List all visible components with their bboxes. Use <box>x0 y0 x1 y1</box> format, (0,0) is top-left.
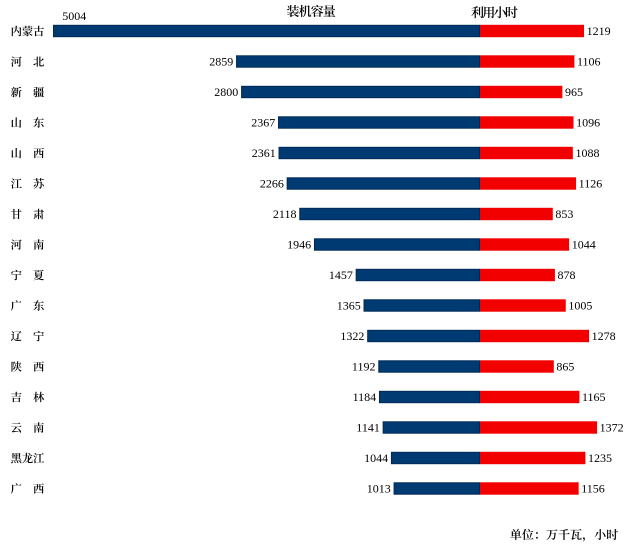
svg-text:2367: 2367 <box>251 115 275 129</box>
svg-text:1141: 1141 <box>356 420 380 434</box>
svg-text:1322: 1322 <box>340 329 364 343</box>
svg-text:1013: 1013 <box>367 481 391 495</box>
svg-text:853: 853 <box>555 207 573 221</box>
svg-text:1184: 1184 <box>353 390 377 404</box>
svg-text:1106: 1106 <box>577 54 601 68</box>
svg-text:1457: 1457 <box>329 268 353 282</box>
svg-text:865: 865 <box>556 359 574 373</box>
svg-text:2118: 2118 <box>273 207 297 221</box>
svg-text:5004: 5004 <box>62 9 86 23</box>
svg-text:2266: 2266 <box>260 176 284 190</box>
svg-text:1235: 1235 <box>588 451 612 465</box>
svg-text:2859: 2859 <box>209 54 233 68</box>
svg-text:1044: 1044 <box>572 237 596 251</box>
svg-text:1372: 1372 <box>600 420 624 434</box>
svg-text:1219: 1219 <box>587 24 611 38</box>
svg-text:878: 878 <box>558 268 576 282</box>
svg-text:1946: 1946 <box>287 237 311 251</box>
svg-text:2800: 2800 <box>214 85 238 99</box>
svg-text:1156: 1156 <box>581 481 605 495</box>
svg-text:1278: 1278 <box>592 329 616 343</box>
svg-text:2361: 2361 <box>252 146 276 160</box>
svg-text:1005: 1005 <box>568 298 592 312</box>
svg-text:1165: 1165 <box>582 390 606 404</box>
svg-text:965: 965 <box>565 85 583 99</box>
svg-text:1044: 1044 <box>364 451 388 465</box>
svg-text:1088: 1088 <box>575 146 599 160</box>
svg-text:1365: 1365 <box>337 298 361 312</box>
svg-text:1126: 1126 <box>579 176 603 190</box>
svg-text:1192: 1192 <box>352 359 376 373</box>
svg-text:1096: 1096 <box>576 115 600 129</box>
